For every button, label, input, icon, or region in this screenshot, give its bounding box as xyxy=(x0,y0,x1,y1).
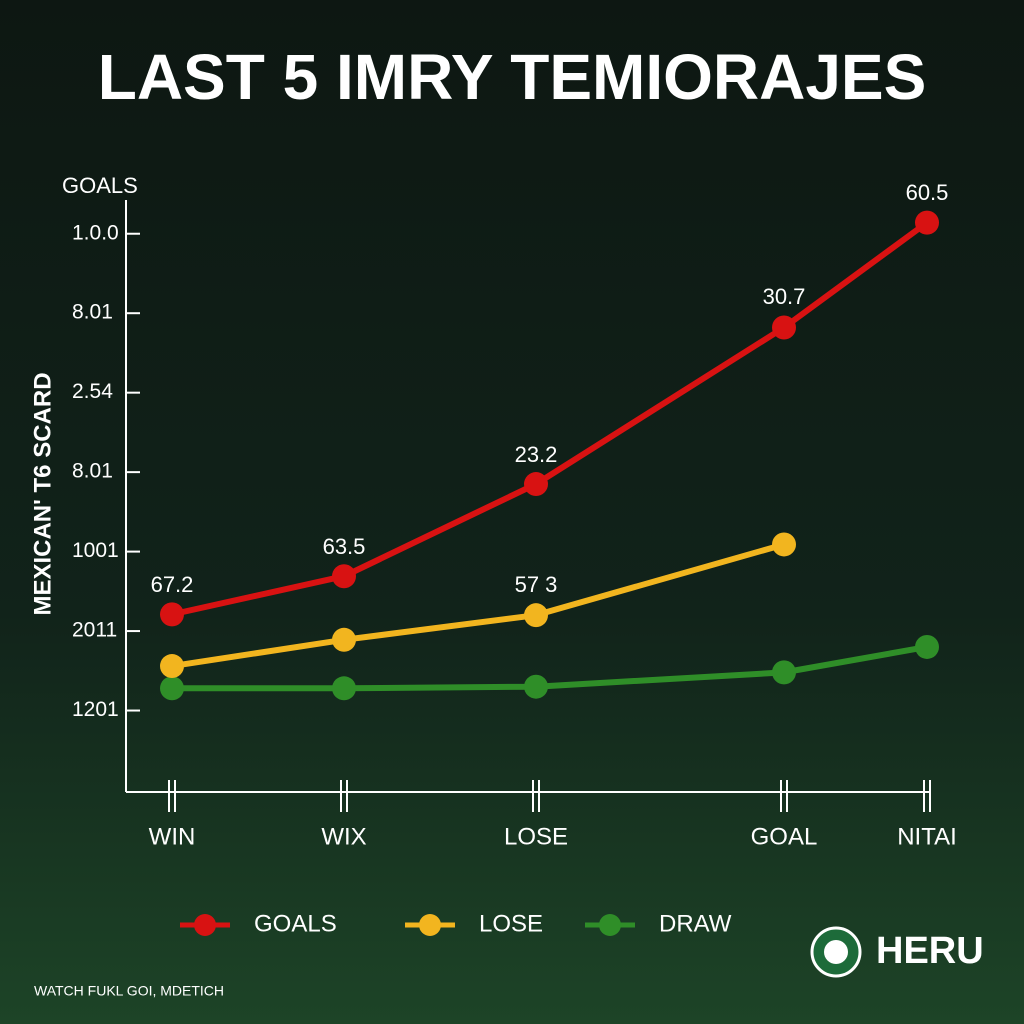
legend-marker xyxy=(599,914,621,936)
data-point xyxy=(524,472,548,497)
annotation: 67.2 xyxy=(151,572,194,597)
footer: WATCH FUKL GOI, MDETICH xyxy=(34,983,224,999)
annotation: 30.7 xyxy=(763,284,806,309)
y-tick-label: 8.01 xyxy=(72,460,113,483)
y-title: GOALS xyxy=(62,173,138,198)
data-point xyxy=(524,603,548,628)
legend-label: GOALS xyxy=(254,910,337,937)
data-point xyxy=(160,676,184,701)
annotation: 60.5 xyxy=(906,180,949,205)
x-tick-label: GOAL xyxy=(751,823,818,850)
legend-marker xyxy=(194,914,216,936)
logo-icon-inner xyxy=(824,940,848,964)
legend-label: LOSE xyxy=(479,910,543,937)
y-tick-label: 8.01 xyxy=(72,301,113,324)
y-tick-label: 2011 xyxy=(72,619,117,642)
data-point xyxy=(332,676,356,701)
chart-title: LAST 5 IMRY TEMIORAJES xyxy=(98,41,927,113)
data-point xyxy=(772,315,796,340)
y-tick-label: 1.0.0 xyxy=(72,221,119,244)
data-point xyxy=(772,660,796,685)
data-point xyxy=(160,654,184,679)
data-point xyxy=(524,674,548,699)
x-tick-label: WIX xyxy=(321,823,366,850)
y-tick-label: 1201 xyxy=(72,698,119,721)
data-point xyxy=(772,532,796,557)
annotation: 63.5 xyxy=(323,534,366,559)
x-tick-label: LOSE xyxy=(504,823,568,850)
x-tick-label: WIN xyxy=(149,823,196,850)
y-tick-label: 2.54 xyxy=(72,380,113,403)
series-line xyxy=(171,541,785,669)
legend-marker xyxy=(419,914,441,936)
annotation: 23.2 xyxy=(515,442,558,467)
data-point xyxy=(160,602,184,627)
brand-logo xyxy=(810,926,862,978)
annotation: 57 3 xyxy=(515,572,558,597)
data-point xyxy=(332,627,356,652)
y-tick-label: 1001 xyxy=(72,539,119,562)
data-point xyxy=(332,564,356,589)
legend-label: DRAW xyxy=(659,910,732,937)
x-tick-label: NITAI xyxy=(897,823,957,850)
brand: HERU xyxy=(876,930,984,972)
y-axis-label: MEXICAN' T6 SCARD xyxy=(29,372,56,615)
data-point xyxy=(915,210,939,235)
data-point xyxy=(915,634,939,659)
